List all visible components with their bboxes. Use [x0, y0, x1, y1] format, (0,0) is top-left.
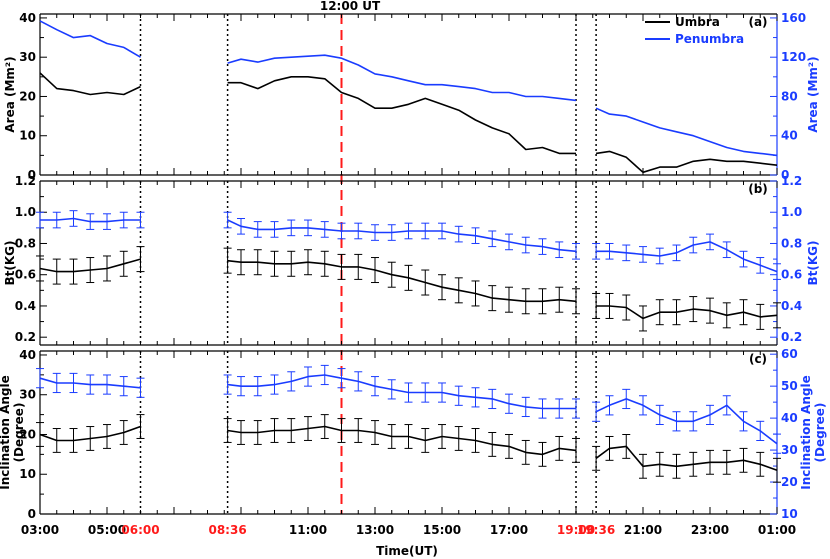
reference-lines	[139, 14, 597, 514]
panel-label: (a)	[748, 15, 767, 29]
panel-label: (b)	[748, 182, 768, 196]
y-tick-label-right: 50	[781, 379, 798, 393]
x-axis-label: Time(UT)	[376, 544, 438, 558]
x-tick-label: 03:00	[21, 523, 59, 537]
x-tick-label: 21:00	[624, 523, 662, 537]
series-line	[595, 150, 778, 174]
y-tick-label-right: 160	[781, 11, 806, 25]
y-tick-label-right: 0	[781, 168, 789, 182]
y-tick-label-right: 1.2	[781, 174, 802, 188]
x-tick-label: 13:00	[356, 523, 394, 537]
panel-b: 0.2 0.4 0.6 0.8 1.0 1.2 0.2 0.4 0.6 0.8 1.0 1.2 Bt(K…	[3, 174, 820, 346]
y-tick-label-right: 0.2	[781, 330, 802, 344]
y-tick-label-left: 40	[19, 11, 36, 25]
x-tick-label: 08:36	[208, 523, 246, 537]
y-tick-label-right: 80	[781, 89, 798, 103]
x-tick-label: 01:00	[758, 523, 796, 537]
y-tick-label-left: 30	[19, 50, 36, 64]
series-penumbra	[39, 20, 778, 157]
y-axis-label-left: (Degree)	[12, 403, 26, 463]
series-umbra	[39, 72, 778, 174]
y-axis-label-left: Area (Mm²)	[3, 56, 17, 132]
series-line	[227, 54, 577, 102]
series-line	[596, 305, 778, 320]
y-axis-label-left: Inclination Angle	[0, 375, 12, 489]
panel-a: 0 10 20 30 40 0 40 80 120 160 Area (Mm²) Area (Mm²)…	[3, 11, 820, 182]
series-line	[227, 219, 577, 253]
y-tick-label-right: 0.4	[781, 299, 802, 313]
legend-label: Penumbra	[675, 32, 744, 46]
y-tick-label-right: 0.6	[781, 268, 802, 282]
y-tick-label-left: 30	[19, 388, 36, 402]
series-line	[595, 107, 778, 157]
y-axis-label-left: Bt(KG)	[3, 241, 17, 286]
y-tick-label-left: 0.8	[15, 236, 36, 250]
series-penumbra	[36, 364, 781, 454]
y-tick-label-right: 120	[781, 50, 806, 64]
y-tick-label-left: 10	[19, 467, 36, 481]
y-axis-label-right: (Degree)	[813, 403, 827, 463]
y-tick-label-left: 0	[28, 507, 36, 521]
y-tick-label-left: 0.6	[15, 268, 36, 282]
series-line	[227, 259, 577, 303]
x-tick-label: 23:00	[691, 523, 729, 537]
y-tick-label-left: 0.4	[15, 299, 36, 313]
legend: Umbra Penumbra	[645, 15, 744, 46]
x-tick-label: 15:00	[423, 523, 461, 537]
y-tick-label-right: 10	[781, 507, 798, 521]
series-line	[39, 72, 141, 96]
y-tick-label-left: 20	[19, 427, 36, 441]
series-line	[227, 425, 577, 456]
series-line	[595, 445, 778, 472]
legend-label: Umbra	[675, 15, 720, 29]
x-tick-label: 06:00	[121, 523, 159, 537]
y-tick-label-right: 30	[781, 443, 798, 457]
x-tick-label: 19:36	[577, 523, 615, 537]
y-tick-label-left: 40	[19, 348, 36, 362]
panel-label: (c)	[749, 352, 767, 366]
y-tick-label-right: 60	[781, 347, 798, 361]
y-tick-label-right: 20	[781, 475, 798, 489]
x-tick-label: 17:00	[490, 523, 528, 537]
series-penumbra	[36, 210, 781, 280]
y-tick-label-left: 0.2	[15, 330, 36, 344]
y-axis-label-right: Bt(KG)	[806, 241, 820, 286]
x-tick-label: 11:00	[289, 523, 327, 537]
series-umbra	[36, 246, 781, 332]
y-tick-label-left: 0	[28, 168, 36, 182]
series-line	[595, 398, 778, 445]
y-tick-label-right: 40	[781, 129, 798, 143]
y-tick-label-left: 1.2	[15, 174, 36, 188]
y-axis-label-right: Inclination Angle	[799, 375, 813, 489]
y-tick-label-right: 40	[781, 411, 798, 425]
x-tick-label: 05:00	[88, 523, 126, 537]
panels: 0 10 20 30 40 0 40 80 120 160 Area (Mm²) Area (Mm²)…	[0, 11, 827, 521]
y-tick-label-left: 20	[19, 89, 36, 103]
series-line	[227, 374, 576, 410]
series-line	[596, 241, 778, 273]
x-tick-label: 19:00	[557, 523, 595, 537]
y-tick-label-right: 1.0	[781, 205, 802, 219]
series-line	[39, 20, 141, 58]
y-tick-label-right: 0.8	[781, 236, 802, 250]
y-axis-label-right: Area (Mm²)	[806, 56, 820, 132]
top-time-label: 12:00 UT	[320, 0, 381, 13]
series-line	[227, 76, 576, 155]
y-tick-label-left: 10	[19, 129, 36, 143]
series-umbra	[36, 414, 781, 483]
y-tick-label-left: 1.0	[15, 205, 36, 219]
